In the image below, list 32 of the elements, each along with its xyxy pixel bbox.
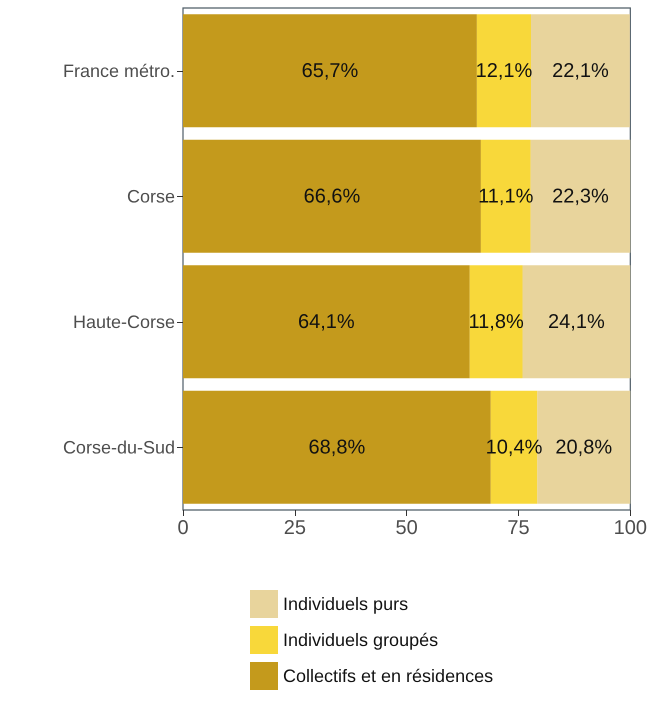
data-label: 11,1% <box>478 185 534 208</box>
bar <box>531 14 630 128</box>
bar <box>470 265 523 378</box>
bar <box>183 14 477 128</box>
data-label: 20,8% <box>555 436 612 458</box>
y-tick-label: Corse <box>126 186 175 206</box>
data-label: 66,6% <box>304 185 361 208</box>
legend-label: Collectifs et en résidences <box>283 666 494 686</box>
y-tick-label: France métro. <box>62 60 175 81</box>
data-label: 65,7% <box>302 60 359 82</box>
data-label: 10,4% <box>486 436 543 458</box>
bar <box>476 14 532 128</box>
data-label: 64,1% <box>298 310 355 333</box>
y-tick-label: Haute-Corse <box>72 312 175 332</box>
bar <box>183 265 470 378</box>
x-tick-label: 75 <box>507 517 530 539</box>
data-label: 22,3% <box>552 185 610 208</box>
x-tick-label: 100 <box>614 517 648 539</box>
data-label: 11,8% <box>468 310 524 333</box>
x-tick-label: 50 <box>396 517 418 539</box>
bar <box>522 265 630 378</box>
legend-label: Individuels groupés <box>283 630 438 650</box>
bar <box>183 140 481 253</box>
data-label: 12,1% <box>476 60 533 82</box>
x-tick-label: 0 <box>177 517 189 539</box>
data-label: 24,1% <box>548 310 605 333</box>
data-label: 22,1% <box>552 60 610 82</box>
legend-label: Individuels purs <box>283 594 408 614</box>
x-tick-label: 25 <box>284 517 306 539</box>
bar <box>480 140 531 253</box>
data-label: 68,8% <box>308 436 366 458</box>
y-tick-label: Corse-du-Sud <box>62 437 175 458</box>
